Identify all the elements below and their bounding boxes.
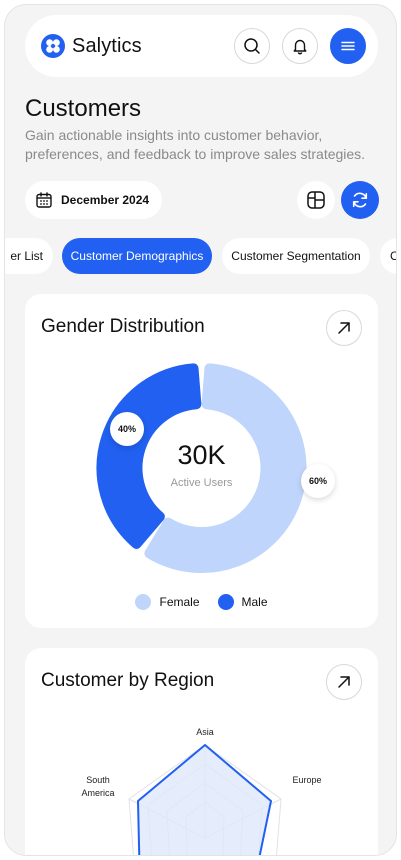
brand-name: Salytics: [72, 34, 142, 57]
tab-customer-segmentation[interactable]: Customer Segmentation: [222, 238, 370, 274]
category-tabs: er List Customer Demographics Customer S…: [5, 238, 396, 274]
tab-next[interactable]: C: [380, 238, 396, 274]
header-actions: [234, 28, 366, 64]
app-header: Salytics: [25, 15, 378, 77]
male-percent-badge: 40%: [110, 412, 144, 446]
region-radar-chart: [128, 744, 282, 855]
calendar-icon: [36, 192, 52, 208]
refresh-button[interactable]: [341, 181, 379, 219]
gender-distribution-card: Gender Distribution 30K Active Users 40%…: [25, 294, 378, 628]
donut-center-label: Active Users: [170, 477, 233, 489]
arrow-up-right-icon: [338, 676, 350, 688]
date-picker[interactable]: December 2024: [25, 181, 163, 219]
arrow-up-right-icon: [338, 322, 350, 334]
page-subtitle: Gain actionable insights into customer b…: [25, 127, 366, 162]
notification-button[interactable]: [282, 28, 318, 64]
radar-label-europe: Europe: [292, 775, 322, 785]
gender-expand-button[interactable]: [326, 310, 362, 346]
menu-icon: [341, 41, 355, 51]
legend-swatch-female: [135, 594, 152, 610]
radar-label-south-america: South America: [81, 775, 115, 798]
customer-by-region-card: Customer by Region Asia Europe South Am: [25, 648, 378, 855]
legend-swatch-male: [217, 594, 234, 610]
donut-slice-female: [144, 363, 307, 573]
layout-grid-icon: [307, 191, 325, 209]
page-title: Customers: [25, 95, 142, 122]
radar-series-area: [137, 744, 272, 855]
search-icon: [244, 38, 260, 54]
donut-center-value: 30K: [177, 440, 226, 470]
logo-icon: [41, 34, 65, 58]
female-percent-badge: 60%: [301, 464, 335, 498]
gender-legend: Female Male: [25, 594, 378, 610]
search-button[interactable]: [234, 28, 270, 64]
region-card-title: Customer by Region: [41, 670, 215, 691]
date-label: December 2024: [61, 193, 150, 207]
radar-label-asia: Asia: [196, 727, 214, 737]
tab-customer-list[interactable]: er List: [5, 238, 53, 274]
phone-screen: Salytics: [4, 4, 397, 856]
gender-card-title: Gender Distribution: [41, 316, 205, 337]
layout-button[interactable]: [297, 181, 335, 219]
region-expand-button[interactable]: [326, 664, 362, 700]
refresh-icon: [352, 192, 368, 208]
tab-customer-demographics[interactable]: Customer Demographics: [62, 238, 212, 274]
legend-item-male: Male: [217, 594, 268, 610]
menu-button[interactable]: [330, 28, 366, 64]
bell-icon: [293, 39, 307, 55]
legend-item-female: Female: [135, 594, 200, 610]
